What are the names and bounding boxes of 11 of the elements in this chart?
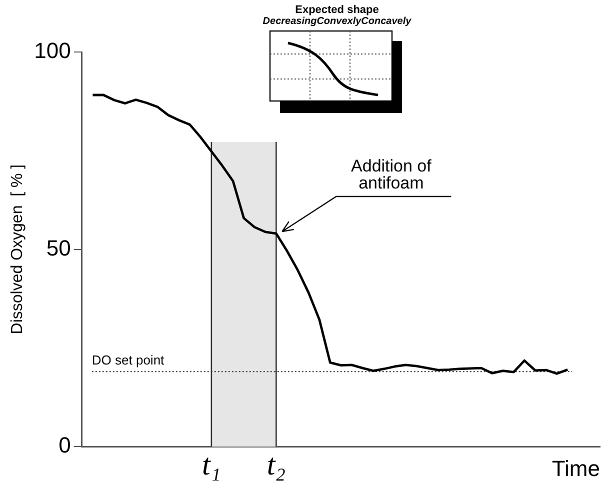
x-tick-label: t₂	[266, 448, 286, 482]
text: DecreasingConvexlyConcavely	[262, 16, 412, 27]
y-axis-title: Dissolved Oxygen [ % ]	[9, 164, 26, 334]
x-axis-title: Time	[552, 456, 600, 481]
text: Expected shape	[294, 4, 380, 16]
y-tick-label: 50	[46, 235, 71, 260]
annotation: Addition of antifoam	[351, 156, 432, 193]
y-tick-label: 0	[58, 432, 71, 458]
x-tick-label: t₁	[202, 448, 221, 482]
y-tick-label: 100	[34, 38, 71, 64]
ref-line-label: DO set point	[92, 352, 165, 368]
